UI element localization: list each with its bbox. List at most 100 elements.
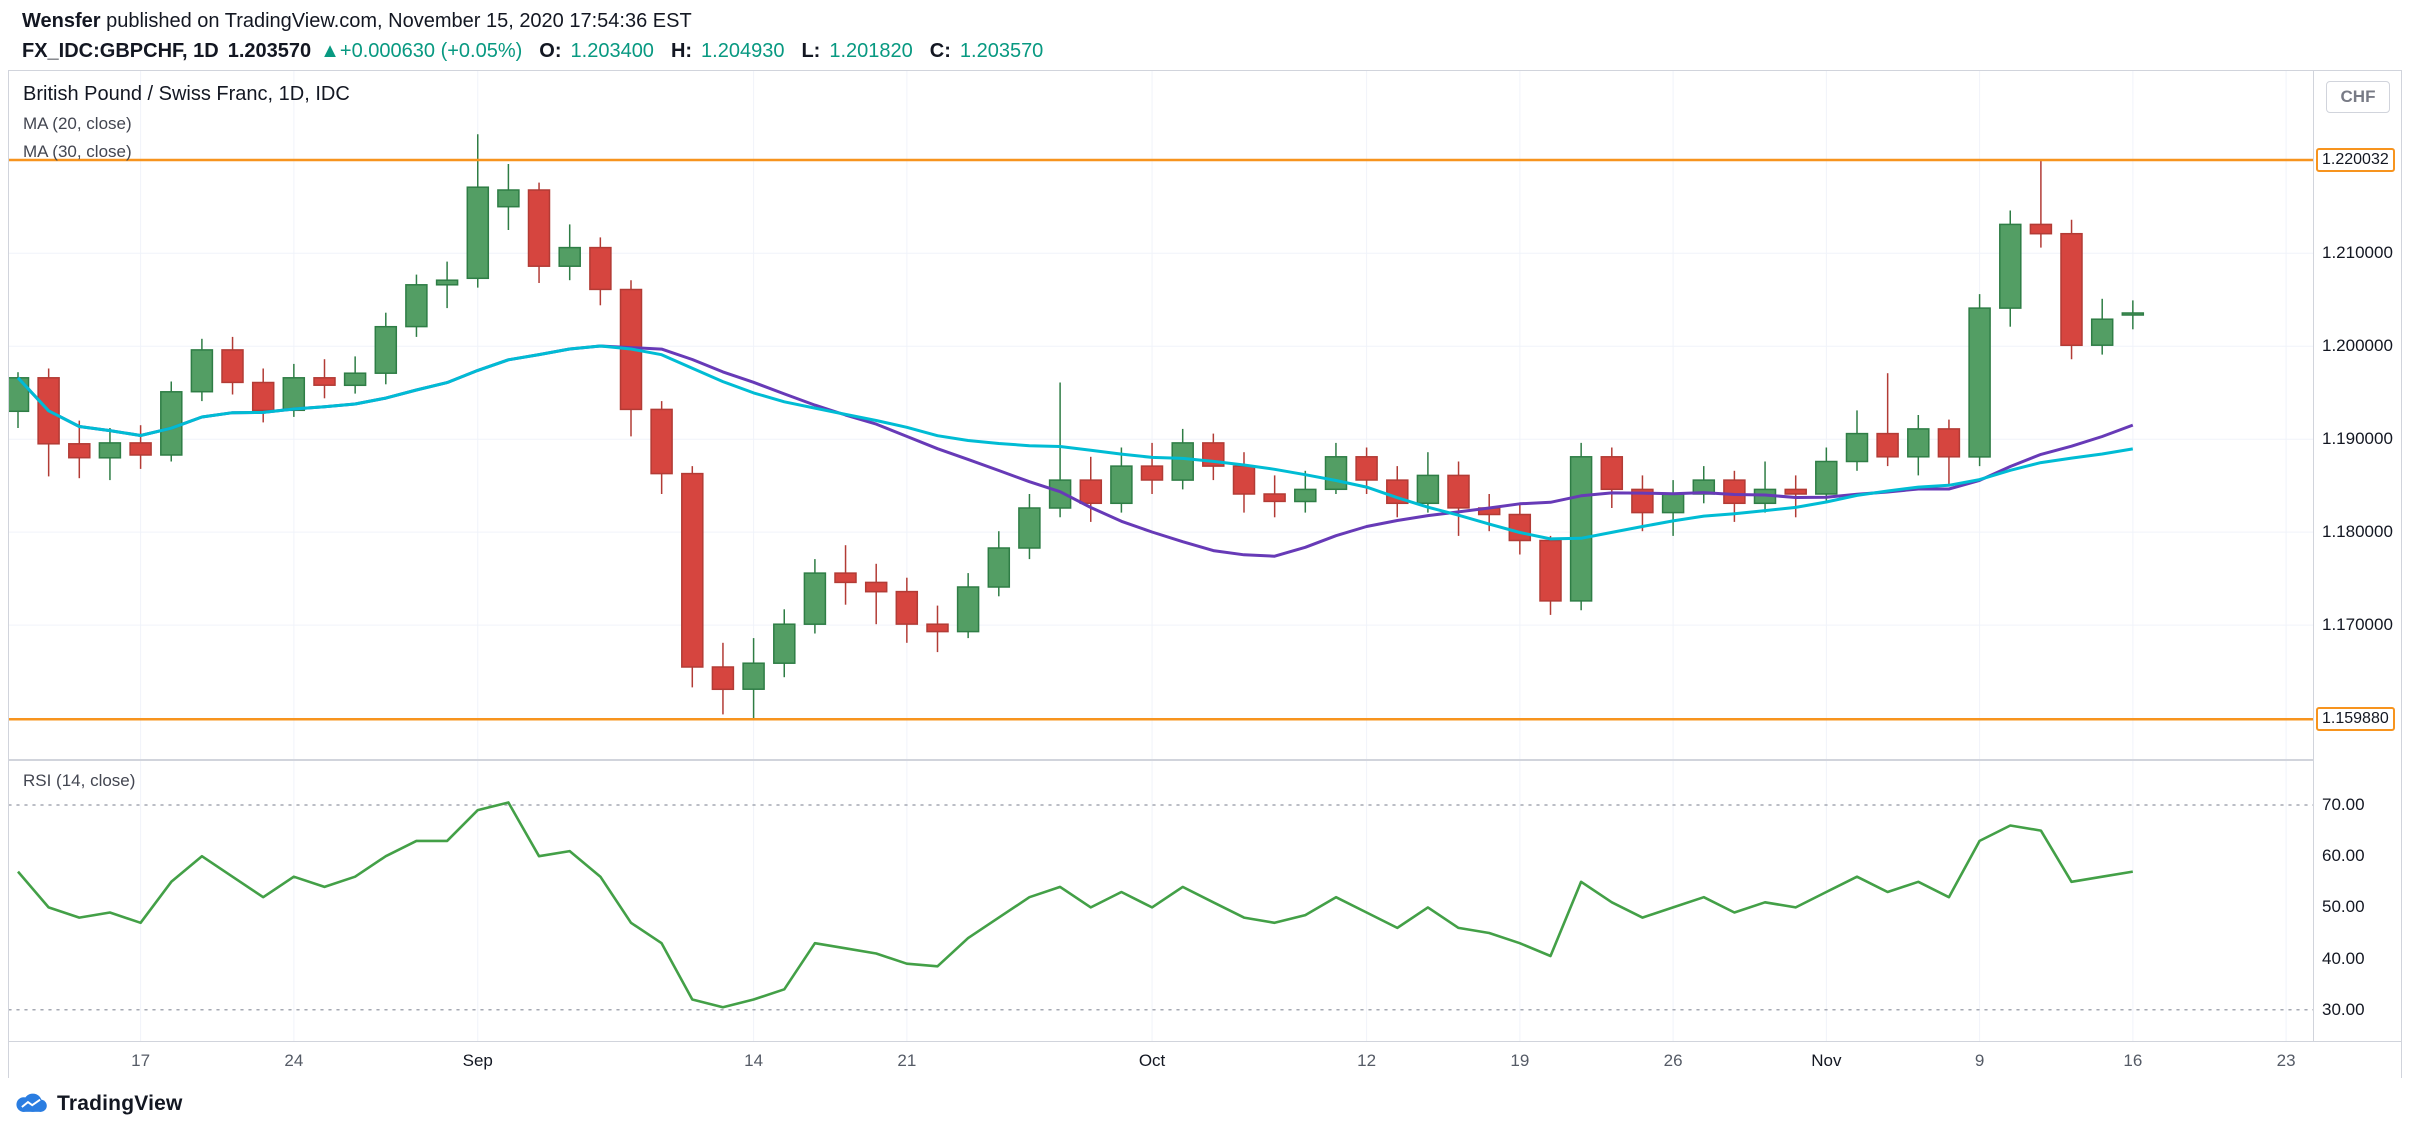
candle <box>2090 298 2114 355</box>
ma20-label[interactable]: MA (20, close) <box>23 114 132 133</box>
line-price-label: 1.220032 <box>2316 147 2395 172</box>
chart-title: British Pound / Swiss Franc, 1D, IDC <box>23 83 350 105</box>
candle <box>1815 447 1838 504</box>
candle <box>221 336 244 395</box>
candle <box>1324 442 1348 494</box>
rsi-axis-label: 60.00 <box>2322 846 2365 866</box>
candle <box>864 563 888 625</box>
candle <box>711 642 735 715</box>
candle <box>1539 535 1562 615</box>
candle <box>497 164 520 230</box>
candle <box>1232 452 1256 513</box>
currency-toggle-button[interactable]: CHF <box>2326 81 2390 113</box>
candle <box>527 182 551 283</box>
time-axis-label: 23 <box>2276 1051 2296 1070</box>
published-text: published on TradingView.com, November 1… <box>106 10 692 32</box>
author-name[interactable]: Wensfer <box>22 10 101 32</box>
candle <box>2029 159 2053 248</box>
candle <box>558 224 581 281</box>
time-axis-label: 17 <box>131 1051 151 1070</box>
price-axis-label: 1.190000 <box>2322 429 2393 449</box>
candle <box>1845 410 1869 471</box>
candle <box>589 237 612 306</box>
candle <box>1907 415 1930 476</box>
footer: TradingView <box>14 1088 183 1120</box>
candle <box>313 359 336 399</box>
close-value: 1.203570 <box>959 40 1044 62</box>
candle <box>2060 219 2083 360</box>
candle <box>68 420 91 479</box>
candle <box>37 368 60 477</box>
time-axis-label: 16 <box>2123 1051 2143 1070</box>
rsi-legend: RSI (14, close) <box>23 771 135 791</box>
candle <box>1079 456 1103 522</box>
time-axis-label: Sep <box>462 1051 493 1070</box>
time-axis-label: 19 <box>1510 1051 1530 1070</box>
candle <box>1968 294 1991 467</box>
time-axis-label: 9 <box>1974 1051 1985 1070</box>
candle <box>190 338 214 402</box>
price-axis[interactable]: CHF 1.210000 1.200000 1.190000 1.180000 1.17… <box>2313 71 2401 1041</box>
time-axis[interactable]: 17 24 Sep 14 21 Oct 12 19 26 Nov 9 16 23 <box>9 1041 2401 1079</box>
open-label: O: <box>539 40 562 62</box>
low-value: 1.201820 <box>829 40 913 62</box>
candle <box>1508 503 1532 555</box>
line-price-label: 1.159880 <box>2316 707 2395 732</box>
candle <box>1416 452 1440 513</box>
time-axis-label: 24 <box>284 1051 304 1070</box>
candle <box>1171 428 1194 490</box>
rsi-label[interactable]: RSI (14, close) <box>23 771 136 790</box>
candle <box>160 381 183 462</box>
ma-line[interactable] <box>16 344 2134 541</box>
high-label: H: <box>670 40 693 62</box>
rsi-pane[interactable] <box>9 761 2315 1041</box>
time-axis-label: 12 <box>1357 1051 1377 1070</box>
candle <box>1110 447 1133 513</box>
time-axis-label: 14 <box>744 1051 764 1070</box>
symbol-title: FX_IDC:GBPCHF, 1D <box>22 40 219 62</box>
candle <box>129 425 152 469</box>
candle <box>1569 442 1593 611</box>
candle <box>1263 475 1286 518</box>
close-label: C: <box>929 40 951 62</box>
candle <box>1048 382 1072 518</box>
candle <box>926 605 949 653</box>
price-axis-label: 1.200000 <box>2322 336 2393 356</box>
price-pane[interactable] <box>9 71 2315 759</box>
candle <box>1140 442 1164 494</box>
price-axis-label: 1.210000 <box>2322 243 2393 263</box>
candle <box>742 638 765 719</box>
candle <box>2121 300 2145 330</box>
candle <box>405 274 428 337</box>
candle <box>1447 461 1470 536</box>
candle <box>435 261 459 309</box>
time-axis-label: 26 <box>1663 1051 1683 1070</box>
candle <box>374 312 398 385</box>
candle <box>773 609 796 678</box>
brand-name[interactable]: TradingView <box>57 1092 183 1115</box>
candle <box>987 531 1011 597</box>
rsi-axis-label: 70.00 <box>2322 795 2365 815</box>
candle <box>1018 494 1041 560</box>
rsi-axis-label: 30.00 <box>2322 999 2365 1019</box>
candle <box>681 466 704 688</box>
price-axis-label: 1.180000 <box>2322 522 2393 542</box>
chart-frame: British Pound / Swiss Franc, 1D, IDC MA … <box>8 70 2402 1079</box>
candle <box>1876 373 1899 467</box>
pane-separator[interactable] <box>9 759 2401 761</box>
candle <box>895 577 919 643</box>
tradingview-logo-icon[interactable] <box>14 1088 48 1120</box>
candle <box>466 134 490 288</box>
rsi-axis-label: 40.00 <box>2322 948 2365 968</box>
candle <box>1692 466 1716 504</box>
candle <box>619 280 643 437</box>
low-label: L: <box>801 40 821 62</box>
ma30-label[interactable]: MA (30, close) <box>23 142 132 161</box>
rsi-line[interactable] <box>17 801 2134 1009</box>
time-axis-label: Oct <box>1138 1051 1166 1070</box>
candle <box>1202 433 1225 481</box>
open-value: 1.203400 <box>570 40 654 62</box>
candle <box>1386 466 1409 518</box>
candle <box>1753 461 1777 513</box>
